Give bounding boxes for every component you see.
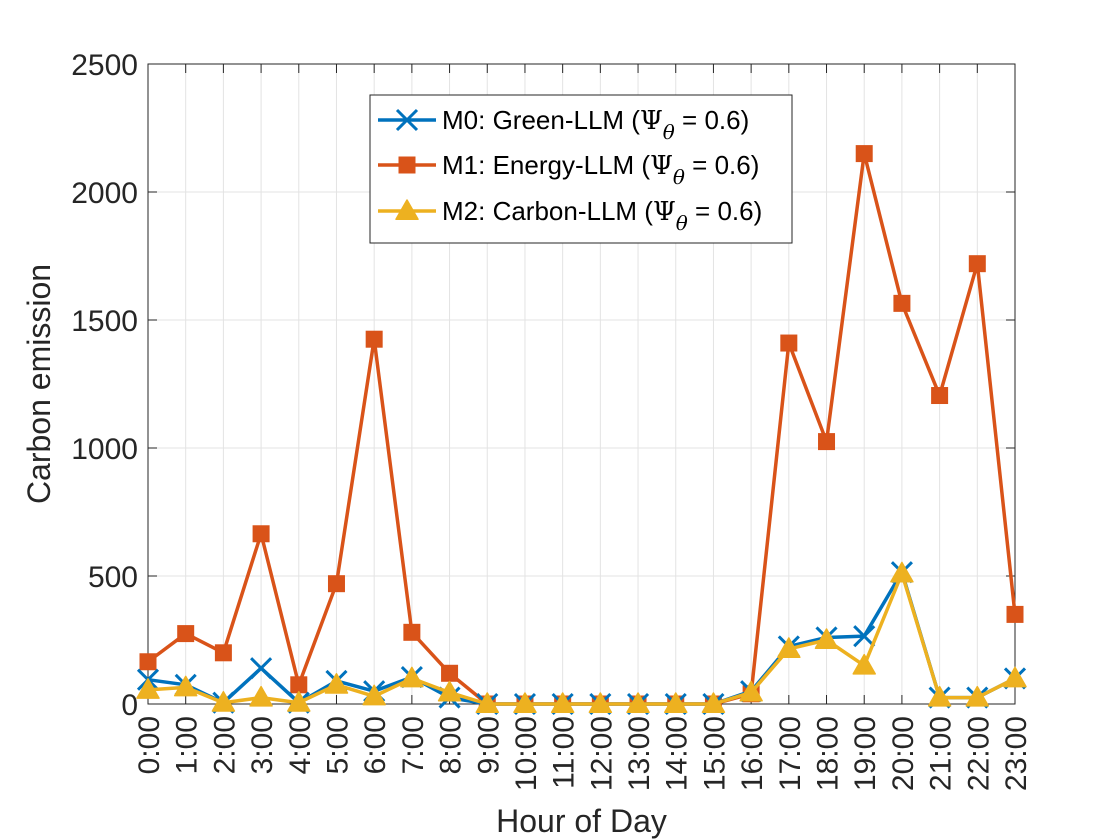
data-point [403, 623, 421, 641]
legend-name-symbol: Ψ [640, 106, 663, 136]
legend-name-suffix: = 0.6) [685, 150, 759, 180]
legend-entry-2: M2: Carbon-LLM (Ψθ = 0.6) [442, 196, 762, 235]
data-point [965, 685, 990, 707]
data-point [290, 676, 308, 694]
data-point [927, 685, 952, 707]
data-point [400, 666, 424, 688]
tick-labels: 0 500 1000 1500 2000 2500 0:00 1:00 2:00 3:00 4:00… [71, 49, 1033, 791]
data-point [626, 692, 650, 713]
data-point [513, 692, 537, 713]
x-tick-label: 9:00 [472, 716, 505, 774]
legend-box [369, 94, 793, 244]
legend-marker-0 [395, 108, 419, 132]
data-point [818, 433, 836, 451]
data-point [588, 692, 613, 713]
x-tick-label: 11:00 [548, 716, 581, 789]
data-point [139, 653, 157, 671]
data-point [362, 684, 386, 706]
data-point [780, 334, 798, 352]
x-tick-label: 16:00 [736, 716, 769, 791]
data-point [211, 690, 236, 712]
x-tick-label: 19:00 [849, 716, 882, 791]
x-tick-label: 23:00 [1000, 716, 1033, 791]
data-point [855, 145, 873, 163]
legend-name-prefix: M1: Energy-LLM ( [442, 150, 650, 180]
series-2 [136, 561, 1027, 713]
y-tick-label: 2500 [71, 49, 138, 82]
data-point [287, 690, 311, 712]
data-point [890, 561, 914, 583]
legend-name-subscript: θ [676, 211, 688, 235]
data-point [550, 692, 575, 713]
x-tick-label: 20:00 [887, 716, 920, 791]
x-tick-label: 1:00 [171, 716, 204, 774]
data-point [324, 673, 349, 694]
data-point [701, 692, 726, 713]
data-point [968, 255, 986, 273]
data-point [893, 294, 911, 312]
data-point [739, 680, 763, 702]
legend-marker-2 [395, 199, 419, 220]
data-point [663, 692, 688, 713]
legend-name-symbol: Ψ [653, 197, 676, 227]
data-point [173, 675, 198, 697]
legend-name-prefix: M2: Carbon-LLM ( [442, 196, 653, 226]
x-tick-label: 17:00 [774, 716, 807, 791]
data-point [1006, 605, 1024, 623]
data-point [814, 628, 839, 649]
legend-name-subscript: θ [673, 165, 685, 189]
x-tick-label: 3:00 [246, 716, 279, 774]
legend-entry-0: M0: Green-LLM (Ψθ = 0.6) [442, 105, 749, 144]
y-tick-label: 500 [88, 561, 138, 594]
legend-name-suffix: = 0.6) [675, 105, 749, 135]
data-point [852, 653, 876, 675]
x-tick-label: 10:00 [510, 716, 543, 791]
data-point [365, 330, 383, 348]
data-point [249, 685, 273, 707]
y-tick-label: 0 [121, 689, 138, 722]
legend-marker-1 [398, 156, 416, 174]
legend: M0: Green-LLM (Ψθ = 0.6)M1: Energy-LLM (… [369, 94, 793, 244]
y-axis-label: Carbon emission [21, 264, 57, 504]
x-tick-label: 15:00 [698, 716, 731, 791]
series-group [136, 145, 1027, 716]
x-tick-label: 6:00 [359, 716, 392, 774]
x-tick-label: 22:00 [962, 716, 995, 791]
data-point [252, 525, 270, 543]
data-point [1003, 666, 1027, 688]
x-tick-label: 4:00 [284, 716, 317, 774]
x-tick-label: 13:00 [623, 716, 656, 791]
data-point [136, 678, 160, 699]
data-point [327, 575, 345, 593]
y-tick-label: 1000 [71, 433, 138, 466]
data-point [853, 625, 876, 648]
x-axis-label: Hour of Day [496, 803, 667, 839]
x-tick-label: 0:00 [133, 716, 166, 774]
x-tick-label: 14:00 [661, 716, 694, 791]
data-point [441, 664, 459, 682]
x-tick-label: 18:00 [812, 716, 845, 791]
data-point [777, 637, 801, 658]
y-tick-label: 2000 [71, 177, 138, 210]
data-point [214, 644, 232, 662]
data-point [177, 625, 195, 643]
data-point [250, 657, 273, 680]
x-tick-label: 8:00 [435, 716, 468, 774]
legend-name-suffix: = 0.6) [688, 196, 762, 226]
legend-entry-1: M1: Energy-LLM (Ψθ = 0.6) [442, 150, 759, 189]
x-tick-label: 7:00 [397, 716, 430, 774]
x-tick-label: 12:00 [585, 716, 618, 791]
legend-name-prefix: M0: Green-LLM ( [442, 105, 640, 135]
y-tick-label: 1500 [71, 305, 138, 338]
legend-name-symbol: Ψ [650, 151, 673, 181]
data-point [475, 692, 500, 713]
data-point [931, 387, 949, 405]
x-tick-label: 21:00 [925, 716, 958, 791]
data-point [437, 680, 462, 702]
x-tick-label: 5:00 [321, 716, 354, 774]
legend-name-subscript: θ [663, 120, 675, 144]
x-tick-label: 2:00 [208, 716, 241, 774]
